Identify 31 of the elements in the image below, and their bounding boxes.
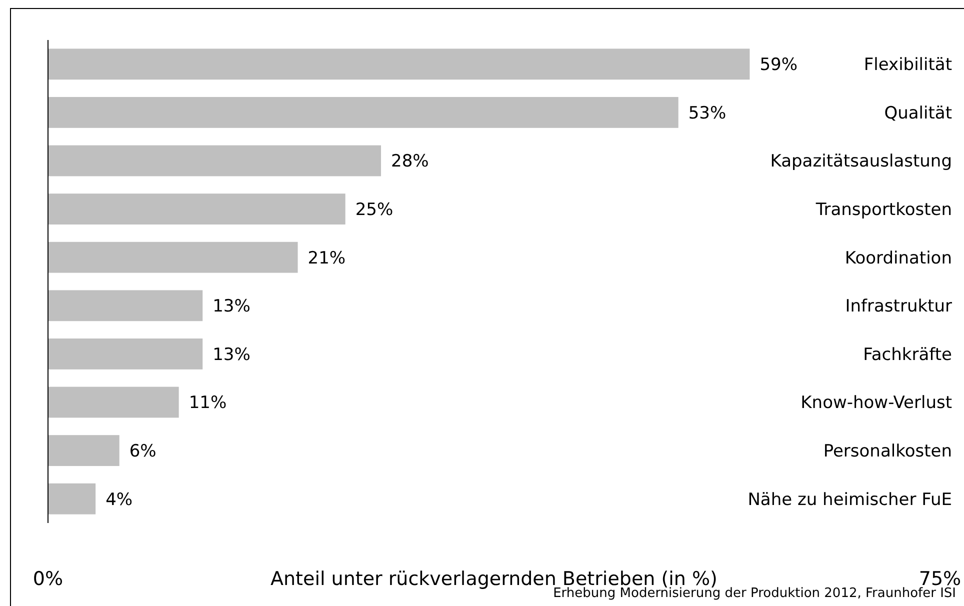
data-label: 13%: [212, 344, 250, 365]
y-tick-label: Flexibilität: [864, 55, 952, 76]
bar: [48, 483, 96, 514]
y-tick-label: Know-how-Verlust: [800, 393, 952, 414]
bar: [48, 435, 120, 466]
y-tick-label: Koordination: [844, 248, 952, 268]
y-tick-label: Personalkosten: [823, 442, 952, 462]
bar: [48, 290, 203, 322]
data-label: 11%: [188, 393, 227, 414]
data-label: 13%: [212, 296, 250, 317]
y-tick-label: Transportkosten: [814, 200, 952, 220]
data-label: 28%: [391, 152, 429, 172]
y-tick-label: Qualität: [884, 103, 952, 124]
y-tick-label: Nähe zu heimischer FuE: [748, 490, 952, 510]
x-tick-label: 0%: [32, 568, 64, 590]
data-label: 25%: [355, 200, 394, 220]
bar: [48, 338, 203, 370]
data-label: 53%: [688, 103, 726, 124]
data-label: 4%: [106, 490, 133, 510]
data-label: 6%: [129, 442, 156, 462]
bar: [48, 96, 678, 128]
bar: [48, 145, 382, 176]
y-tick-label: Infrastruktur: [845, 296, 952, 317]
bar: [48, 48, 750, 80]
data-label: 59%: [760, 55, 798, 76]
y-tick-label: Kapazitätsauslastung: [770, 152, 952, 172]
bar: [48, 194, 346, 225]
y-tick-label: Fachkräfte: [863, 344, 952, 365]
data-label: 21%: [308, 248, 346, 268]
bar: [48, 386, 179, 418]
bar: [48, 242, 298, 273]
